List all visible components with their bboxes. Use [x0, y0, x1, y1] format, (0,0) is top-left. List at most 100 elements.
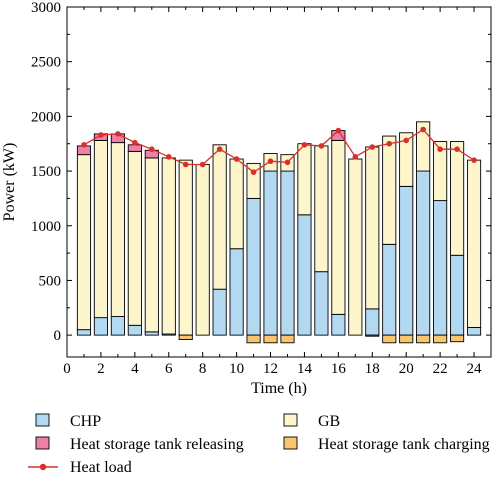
heat-load-point-h3 [115, 131, 121, 137]
bar-heat-storage-tank-charging-h23 [450, 334, 465, 343]
bar-heat-storage-tank-charging-h11 [246, 334, 261, 344]
heat-load-point-h4 [132, 139, 138, 146]
x-tick-label-6: 6 [165, 361, 173, 377]
bar-chp-h24 [466, 327, 482, 336]
bar-chp-h18 [365, 308, 380, 336]
heat-load-line [83, 128, 475, 173]
x-tick-label-20: 20 [399, 361, 414, 377]
bar-heat-storage-tank-charging-h13 [280, 334, 295, 344]
bar-heat-storage-tank-charging-h21 [416, 334, 431, 344]
x-tick-label-10: 10 [229, 361, 244, 377]
x-tick-label-14: 14 [297, 361, 313, 377]
bar-heat-storage-tank-releasing-h4 [127, 144, 142, 152]
bar-gb-h6 [161, 157, 176, 335]
bar-gb-h3 [110, 142, 125, 317]
heat-load-point-h19 [386, 140, 393, 147]
legend-swatch-marker-heat-load [39, 463, 47, 471]
legend-label-heat-storage-tank-charging: Heat storage tank charging [318, 436, 490, 453]
bar-heat-storage-tank-charging-h19 [382, 334, 397, 344]
x-tick-label-8: 8 [199, 361, 207, 377]
bar-gb-h8 [195, 164, 210, 336]
y-tick-label-500: 500 [39, 273, 62, 289]
heat-load-point-h11 [250, 169, 257, 175]
legend-label-chp: CHP [70, 413, 101, 430]
heat-load-point-h13 [284, 159, 291, 166]
bar-chp-h2 [93, 317, 108, 336]
heat-load-point-h6 [165, 154, 172, 160]
heat-load-point-h12 [267, 158, 274, 165]
heat-load-point-h8 [199, 161, 206, 168]
bar-heat-storage-tank-charging-h20 [399, 334, 414, 344]
y-tick-label-2000: 2000 [31, 109, 61, 125]
bar-gb-h15 [314, 145, 329, 273]
plot-frame [66, 6, 492, 358]
y-tick-label-0: 0 [54, 328, 62, 344]
bar-gb-h1 [76, 154, 92, 331]
heat-load-point-h18 [369, 144, 376, 150]
bar-gb-h23 [450, 141, 465, 256]
axes-layer: 0 2 4 6 8 10 12 14 16 18 20 22 240500100015002000250… [1, 0, 492, 397]
heat-load-point-h9 [216, 146, 223, 152]
x-tick-label-22: 22 [433, 361, 448, 377]
x-tick-label-12: 12 [263, 361, 278, 377]
bar-gb-h20 [399, 132, 414, 187]
legend-label-heat-storage-tank-releasing: Heat storage tank releasing [70, 436, 244, 453]
bar-gb-h4 [127, 150, 142, 326]
legend-swatch-heat-storage-tank-releasing [35, 436, 50, 450]
x-tick-label-2: 2 [97, 361, 105, 377]
bar-chp-h20 [399, 185, 414, 336]
heat-load-point-h14 [301, 142, 308, 148]
heat-load-point-h24 [471, 157, 477, 163]
bar-gb-h14 [297, 143, 312, 216]
bar-chp-h1 [76, 329, 92, 336]
legend-swatch-chp [35, 413, 50, 427]
heat-load-point-h22 [437, 146, 443, 152]
bar-chp-h21 [416, 170, 431, 336]
bar-gb-h10 [229, 158, 244, 250]
heat-load-point-h16 [335, 127, 342, 134]
heat-load-point-h23 [454, 146, 460, 152]
bar-gb-h17 [348, 158, 363, 336]
bar-heat-storage-tank-charging-h18 [365, 334, 380, 337]
heat-load-point-h10 [233, 156, 240, 162]
bar-chp-h3 [110, 316, 125, 336]
bar-chp-h13 [280, 170, 295, 336]
heat-load-point-h21 [420, 126, 426, 133]
y-tick-label-2500: 2500 [31, 55, 61, 71]
x-axis-title: Time (h) [251, 380, 307, 397]
heat-load-point-h7 [182, 161, 189, 168]
bar-gb-h7 [178, 159, 193, 336]
legend-label-gb: GB [318, 413, 340, 430]
bar-gb-h2 [93, 139, 108, 319]
y-tick-label-1500: 1500 [31, 164, 61, 180]
y-tick-label-1000: 1000 [31, 219, 61, 235]
x-tick-label-16: 16 [331, 361, 347, 377]
bar-chp-h16 [331, 313, 346, 336]
y-axis-title: Power (kW) [1, 143, 18, 222]
bar-chp-h15 [314, 271, 329, 336]
bar-chp-h14 [297, 214, 312, 336]
bar-chp-h22 [433, 200, 448, 336]
bar-chp-h23 [450, 254, 465, 336]
bar-gb-h16 [331, 139, 346, 315]
x-tick-label-4: 4 [131, 361, 139, 377]
heat-load-point-h20 [403, 137, 410, 144]
heat-load-point-h1 [81, 142, 87, 148]
bar-gb-h24 [466, 159, 482, 328]
heat-load-point-h5 [149, 146, 155, 152]
bar-gb-h11 [246, 162, 261, 199]
heat-load-point-h17 [352, 154, 359, 160]
x-tick-label-0: 0 [63, 361, 71, 377]
bar-chp-h19 [382, 243, 397, 336]
heat-load-line-layer [81, 126, 477, 175]
bar-heat-storage-tank-charging-h12 [263, 334, 278, 344]
legend-label-heat-load: Heat load [70, 459, 132, 476]
bar-heat-storage-tank-charging-h22 [433, 334, 448, 344]
bars-layer [76, 121, 482, 344]
legend-swatch-gb [283, 413, 298, 427]
legend-swatch-heat-storage-tank-charging [283, 436, 298, 450]
bar-chp-h12 [263, 170, 278, 336]
y-tick-label-3000: 3000 [31, 0, 61, 16]
